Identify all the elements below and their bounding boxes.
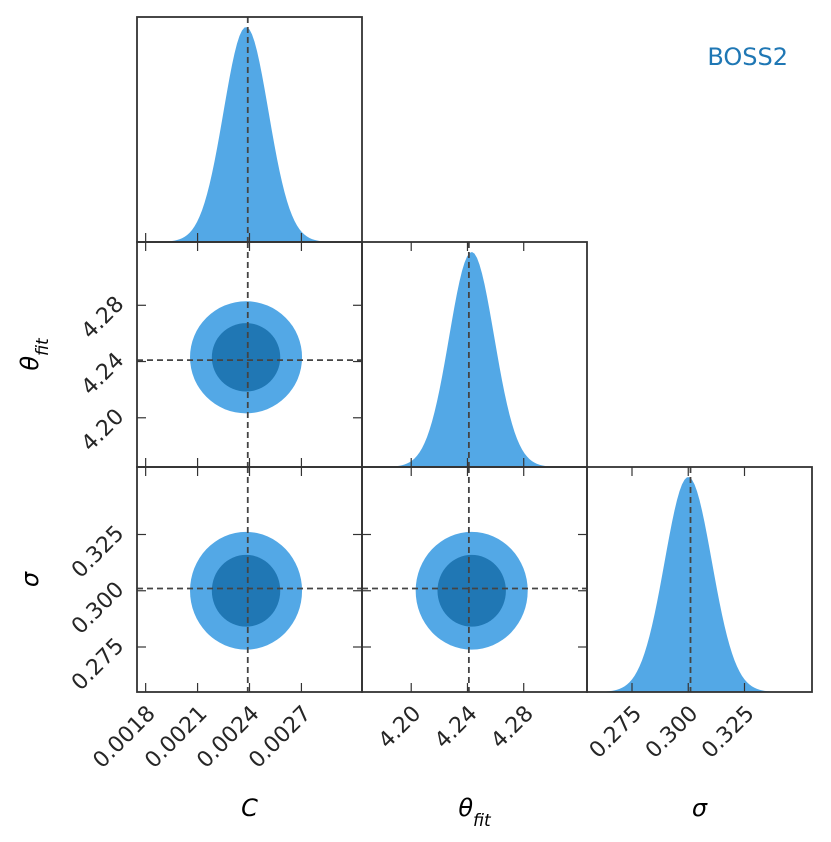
x-tick-label-sigma: 0.300: [641, 701, 703, 763]
y-tick-label-sigma: 0.275: [67, 634, 129, 696]
contour-68-C-theta_fit: [211, 323, 281, 392]
x-axis-label-sigma: σ: [692, 794, 708, 822]
x-tick-label-sigma: 0.325: [697, 701, 759, 763]
x-tick-label-sigma: 0.275: [585, 701, 647, 763]
marginal-C: [137, 27, 362, 243]
y-tick-label-theta_fit: 4.20: [77, 404, 129, 456]
x-tick-label-theta_fit: 4.28: [486, 701, 538, 753]
x-axis-label-C: C: [241, 794, 258, 822]
contour-68-theta_fit-sigma: [437, 554, 506, 627]
marginal-sigma: [587, 477, 812, 692]
y-tick-label-sigma: 0.325: [67, 521, 129, 583]
legend-label: BOSS2: [707, 43, 788, 71]
x-tick-label-theta_fit: 4.20: [374, 701, 426, 753]
marginal-theta_fit: [362, 252, 587, 467]
x-tick-label-theta_fit: 4.24: [430, 701, 482, 753]
panel-frame-2-2: [586, 466, 813, 693]
x-axis-label-theta_fit: θfit: [458, 794, 492, 831]
y-axis-label-sigma: σ: [16, 571, 44, 587]
y-tick-label-theta_fit: 4.24: [77, 348, 129, 400]
contour-68-C-sigma: [211, 554, 281, 627]
y-axis-label-theta_fit: θfit: [16, 337, 53, 371]
y-tick-label-theta_fit: 4.28: [77, 292, 129, 344]
y-tick-label-sigma: 0.300: [67, 577, 129, 639]
